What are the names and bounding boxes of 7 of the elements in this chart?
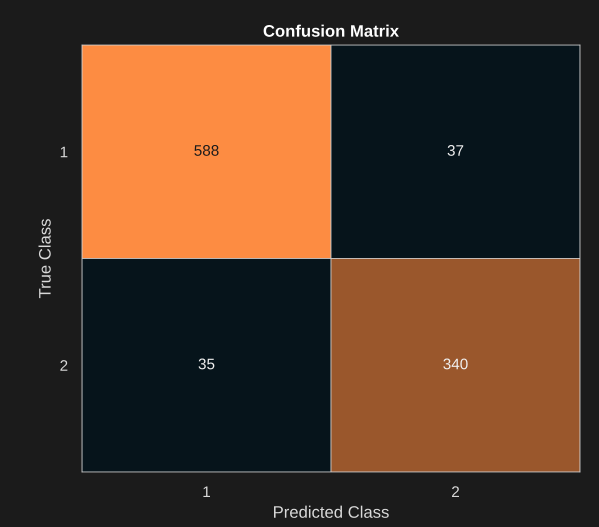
data-label: 35 — [198, 358, 214, 370]
y-axis-title: True Class — [38, 219, 51, 298]
chart-title: Confusion Matrix — [264, 24, 399, 37]
data-label: 37 — [448, 145, 464, 156]
x-axis-title: Predicted Class — [274, 506, 389, 518]
data-label: 588 — [194, 145, 219, 156]
data-label: 340 — [443, 358, 468, 370]
